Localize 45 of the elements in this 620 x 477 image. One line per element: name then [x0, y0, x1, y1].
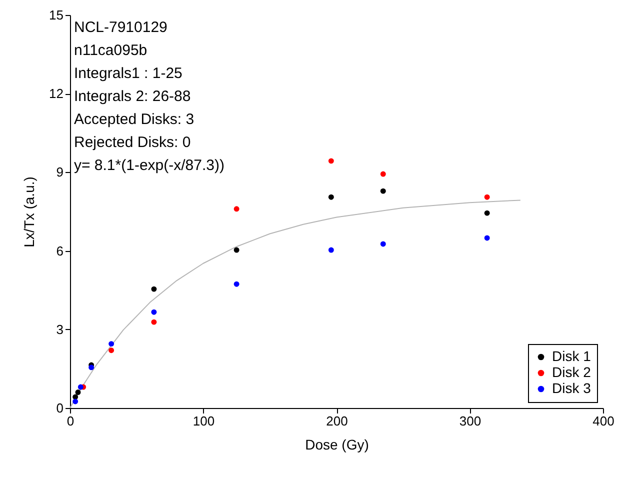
point: [484, 210, 490, 216]
y-tick-label: 15: [49, 8, 64, 22]
annotation: Integrals1 : 1-25: [74, 65, 182, 82]
legend-label: Disk 3: [552, 380, 592, 396]
y-tick-label: 3: [56, 322, 64, 337]
point: [151, 309, 157, 315]
point: [328, 194, 334, 200]
annotation: n11ca095b: [74, 42, 148, 59]
legend-label: Disk 1: [552, 348, 592, 364]
point: [75, 390, 81, 396]
y-tick-label: 0: [56, 400, 64, 416]
point: [108, 348, 114, 354]
point: [234, 281, 240, 287]
line-series: [70, 200, 521, 408]
annotation: Integrals 2: 26-88: [74, 88, 191, 105]
annotation: Accepted Disks: 3: [74, 111, 194, 128]
point: [234, 247, 240, 253]
point: [328, 247, 334, 253]
y-tick-label: 6: [56, 243, 64, 258]
point: [328, 158, 334, 164]
x-tick-label: 400: [592, 414, 614, 428]
point: [72, 398, 78, 404]
x-tick-label: 200: [326, 414, 348, 428]
y-axis-title: Lx/Tx (a.u.): [21, 176, 38, 248]
y-tick-label: 9: [56, 164, 64, 180]
x-tick-label: 0: [66, 414, 74, 428]
annotation: Rejected Disks: 0: [74, 134, 191, 151]
point: [380, 188, 386, 194]
point: [234, 206, 240, 212]
x-axis-title: Dose (Gy): [305, 436, 369, 452]
point: [78, 384, 84, 390]
annotation: y= 8.1*(1-exp(-x/87.3)): [74, 157, 224, 174]
point: [380, 171, 386, 177]
point: [380, 241, 386, 247]
x-tick-label: 100: [192, 414, 215, 428]
point: [484, 235, 490, 241]
point: [108, 341, 114, 347]
point: [484, 194, 490, 200]
point: [88, 364, 94, 370]
point: [151, 319, 157, 325]
x-tick-label: 300: [459, 414, 482, 428]
y-tick-label: 12: [49, 86, 64, 102]
point: [151, 286, 157, 292]
legend-label: Disk 2: [552, 364, 592, 380]
annotation: NCL-7910129: [74, 19, 168, 36]
